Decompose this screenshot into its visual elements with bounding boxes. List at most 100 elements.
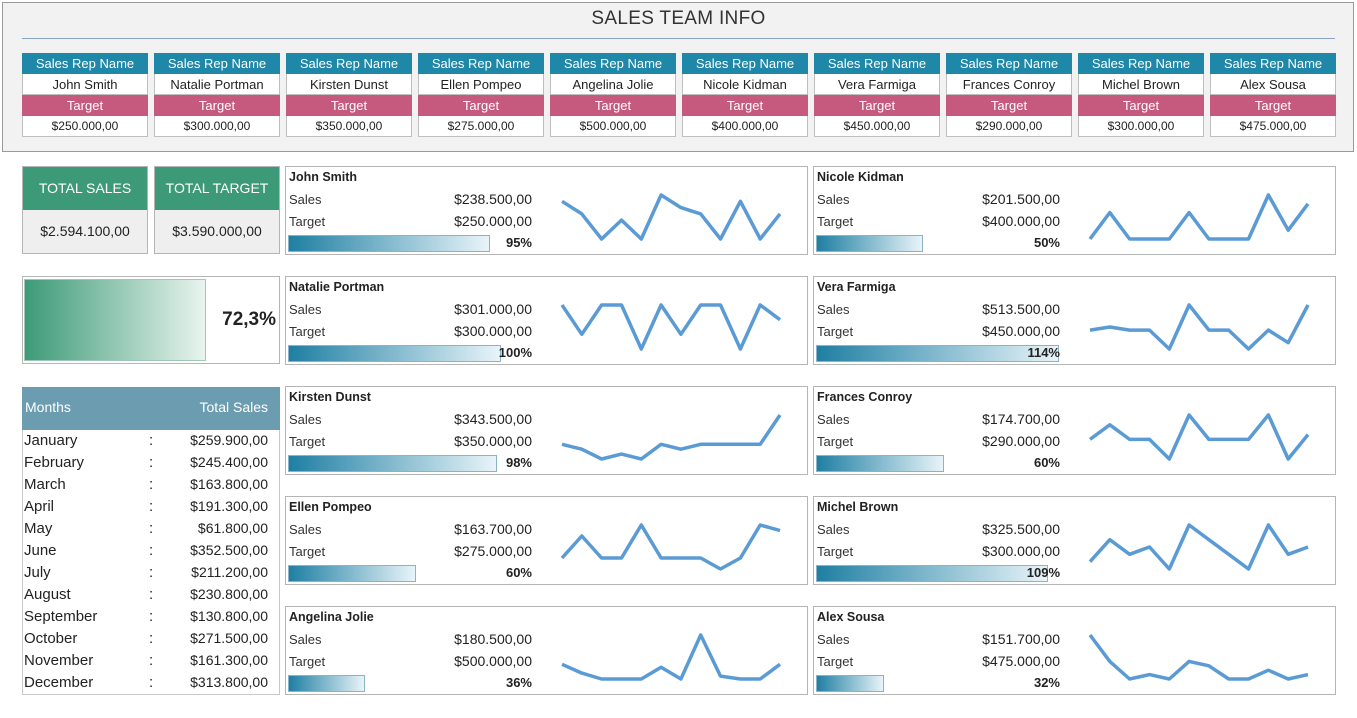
target-label: Target [289, 434, 326, 449]
sales-value: $163.700,00 [454, 521, 532, 537]
rep-card-name: Alex Sousa [817, 610, 885, 624]
achievement-bar [24, 279, 206, 361]
rep-card-name: Michel Brown [817, 500, 899, 514]
month-separator: : [149, 630, 154, 647]
month-row: November: $161.300,00 [22, 652, 280, 674]
rep-card-name: Angelina Jolie [289, 610, 374, 624]
progress-percent: 100% [498, 345, 532, 360]
rep-column: Sales Rep Name Angelina Jolie Target $500.0… [550, 53, 676, 137]
progress-percent: 32% [1033, 675, 1060, 690]
month-sales-value: $61.800,00 [197, 520, 268, 536]
month-sales-value: $259.900,00 [190, 432, 268, 448]
rep-column: Sales Rep Name Vera Farmiga Target $450.000… [814, 53, 940, 137]
rep-card: Kirsten Dunst Sales $343.500,00 Target $350.… [285, 386, 808, 475]
sales-value: $301.000,00 [454, 301, 532, 317]
progress-percent: 60% [1033, 455, 1060, 470]
rep-target-value: $400.000,00 [682, 116, 808, 137]
progress-bar [816, 565, 1048, 582]
sparkline-line [561, 633, 782, 681]
month-row: October: $271.500,00 [22, 630, 280, 652]
month-name: November [24, 652, 94, 669]
rep-card-name: Kirsten Dunst [289, 390, 371, 404]
progress-bar [816, 235, 923, 252]
month-sales-value: $161.300,00 [190, 652, 268, 668]
progress-bar [288, 455, 497, 472]
sales-value: $238.500,00 [454, 191, 532, 207]
month-separator: : [149, 476, 154, 493]
target-value: $350.000,00 [454, 433, 532, 449]
rep-card-name: Frances Conroy [817, 390, 913, 404]
month-separator: : [149, 542, 154, 559]
month-separator: : [149, 520, 154, 537]
sparkline-line [1088, 193, 1310, 241]
month-sales-value: $163.800,00 [190, 476, 268, 492]
rep-card: Ellen Pompeo Sales $163.700,00 Target $275.0… [285, 496, 808, 585]
rep-card-name: Nicole Kidman [817, 170, 904, 184]
rep-name: Kirsten Dunst [286, 74, 412, 95]
sparkline-line [1089, 303, 1310, 351]
progress-percent: 50% [1033, 235, 1060, 250]
month-row: August: $230.800,00 [22, 586, 280, 608]
achievement-percent: 72,3% [222, 309, 276, 330]
sparkline [561, 633, 782, 681]
sales-label: Sales [817, 412, 850, 427]
month-row: April: $191.300,00 [22, 498, 280, 520]
rep-card: Nicole Kidman Sales $201.500,00 Target $400.… [813, 166, 1336, 255]
rep-name-header: Sales Rep Name [418, 53, 544, 74]
rep-card: Michel Brown Sales $325.500,00 Target $300.0… [813, 496, 1336, 585]
rep-column: Sales Rep Name Frances Conroy Target $290.0… [946, 53, 1072, 137]
month-name: February [24, 454, 85, 471]
month-sales-value: $352.500,00 [190, 542, 268, 558]
achievement-panel: 72,3% [22, 276, 280, 364]
target-value: $300.000,00 [982, 543, 1060, 559]
rep-name-header: Sales Rep Name [22, 53, 148, 74]
rep-column: Sales Rep Name Ellen Pompeo Target $275.000… [418, 53, 544, 137]
rep-card: Natalie Portman Sales $301.000,00 Target $30… [285, 276, 808, 365]
month-name: July [24, 564, 51, 581]
sparkline-line [1088, 523, 1309, 571]
sparkline [1089, 303, 1310, 351]
sparkline-line [1088, 413, 1310, 461]
target-label: Target [817, 654, 854, 669]
progress-percent: 36% [505, 675, 532, 690]
rep-card-name: Ellen Pompeo [289, 500, 372, 514]
month-sales-value: $191.300,00 [190, 498, 268, 514]
sparkline [1088, 193, 1310, 241]
sparkline-line [561, 193, 782, 241]
month-separator: : [149, 586, 154, 603]
progress-percent: 114% [1027, 345, 1060, 360]
rep-target-value: $275.000,00 [418, 116, 544, 137]
progress-bar [816, 455, 944, 472]
rep-target-header: Target [418, 95, 544, 116]
rep-card: John Smith Sales $238.500,00 Target $250.000… [285, 166, 808, 255]
target-value: $250.000,00 [454, 213, 532, 229]
rep-name: Vera Farmiga [814, 74, 940, 95]
rep-target-value: $500.000,00 [550, 116, 676, 137]
rep-name-header: Sales Rep Name [154, 53, 280, 74]
sparkline [561, 414, 782, 461]
month-name: August [24, 586, 71, 603]
rep-target-header: Target [22, 95, 148, 116]
total-target-tile: TOTAL TARGET $3.590.000,00 [154, 166, 280, 254]
rep-name-header: Sales Rep Name [814, 53, 940, 74]
rep-target-value: $450.000,00 [814, 116, 940, 137]
rep-column: Sales Rep Name John Smith Target $250.000,0… [22, 53, 148, 137]
month-name: September [24, 608, 98, 625]
sales-label: Sales [289, 522, 322, 537]
month-row: March: $163.800,00 [22, 476, 280, 498]
page-title: SALES TEAM INFO [591, 8, 766, 29]
rep-target-value: $290.000,00 [946, 116, 1072, 137]
sales-value: $325.500,00 [982, 521, 1060, 537]
sales-value: $151.700,00 [982, 631, 1060, 647]
target-label: Target [817, 214, 854, 229]
rep-target-value: $300.000,00 [154, 116, 280, 137]
rep-name-header: Sales Rep Name [682, 53, 808, 74]
month-name: January [24, 432, 78, 449]
progress-percent: 109% [1026, 565, 1060, 580]
rep-column: Sales Rep Name Natalie Portman Target $300.… [154, 53, 280, 137]
progress-bar [288, 565, 416, 582]
progress-percent: 98% [505, 455, 532, 470]
rep-name-header: Sales Rep Name [286, 53, 412, 74]
months-header: Months Total Sales [22, 387, 280, 430]
rep-target-header: Target [814, 95, 940, 116]
